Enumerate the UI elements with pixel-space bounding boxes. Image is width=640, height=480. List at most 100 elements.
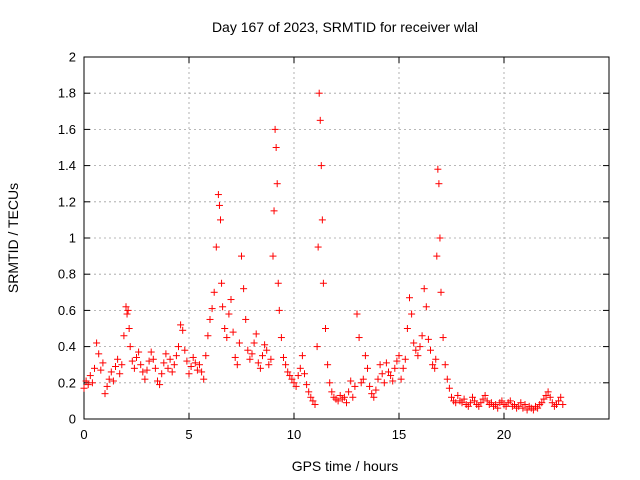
data-point <box>424 335 432 343</box>
data-point <box>502 402 510 410</box>
data-point <box>309 397 317 405</box>
data-point <box>370 393 378 401</box>
data-point <box>191 359 199 367</box>
data-point <box>164 364 172 372</box>
data-point <box>227 296 235 304</box>
y-tick-label: 1.4 <box>58 158 76 173</box>
data-point <box>112 363 119 371</box>
data-point <box>256 364 264 372</box>
data-point <box>93 339 101 347</box>
data-point <box>511 401 518 409</box>
data-point <box>122 303 130 311</box>
data-point <box>292 382 300 390</box>
data-point <box>540 395 548 403</box>
data-point <box>261 341 269 349</box>
data-point <box>126 343 134 351</box>
data-point <box>168 368 176 376</box>
data-point <box>445 384 453 392</box>
y-ticks: 0 0.2 0.4 0.6 0.8 1 1.2 1.4 1.6 1.8 2 <box>58 50 609 427</box>
data-point <box>187 363 195 371</box>
data-point <box>544 388 552 396</box>
data-point <box>212 243 220 251</box>
data-point <box>385 368 392 376</box>
data-point <box>382 359 390 367</box>
data-point <box>318 216 326 224</box>
chart-title: Day 167 of 2023, SRMTID for receiver wla… <box>212 19 478 35</box>
data-point <box>290 379 298 387</box>
data-point <box>137 361 145 369</box>
data-point <box>515 402 523 410</box>
data-point <box>466 399 474 407</box>
data-point <box>395 352 403 360</box>
data-point <box>557 393 565 401</box>
data-point <box>427 346 434 354</box>
y-axis-label: SRMTID / TECUs <box>5 183 21 293</box>
data-point <box>284 368 292 376</box>
data-point <box>555 397 563 405</box>
data-point <box>139 368 147 376</box>
data-point <box>523 406 531 414</box>
data-point <box>420 285 428 293</box>
data-point <box>218 279 226 287</box>
data-point <box>403 325 411 332</box>
data-point <box>275 306 283 314</box>
data-point <box>416 343 424 351</box>
data-point <box>154 377 161 385</box>
data-point <box>143 366 151 374</box>
data-point <box>303 381 311 389</box>
data-point <box>548 399 556 407</box>
data-point <box>314 243 322 251</box>
data-point <box>389 377 397 385</box>
y-tick-label: 0.4 <box>58 339 76 354</box>
data-point <box>347 377 355 385</box>
data-point <box>366 382 374 390</box>
data-point <box>160 359 168 367</box>
data-point <box>471 397 479 405</box>
data-point <box>288 375 296 383</box>
data-point <box>305 388 313 396</box>
data-point <box>355 334 363 342</box>
data-point <box>418 332 426 340</box>
data-point <box>298 352 306 360</box>
data-point <box>282 361 290 369</box>
data-point <box>517 399 525 407</box>
data-point <box>294 372 302 380</box>
data-point <box>267 355 275 363</box>
data-point <box>521 401 529 409</box>
data-point <box>296 364 304 372</box>
data-point <box>177 321 185 329</box>
data-point <box>130 364 138 372</box>
data-point <box>479 395 487 403</box>
data-point <box>553 401 560 409</box>
x-axis-label: GPS time / hours <box>292 458 399 474</box>
data-point <box>435 180 443 188</box>
data-point <box>277 334 285 342</box>
data-point <box>233 361 241 369</box>
data-point <box>345 388 353 396</box>
data-point <box>99 359 107 367</box>
y-tick-label: 1 <box>69 231 76 246</box>
x-tick-label: 5 <box>185 427 192 442</box>
data-point <box>280 353 287 361</box>
data-point <box>483 397 491 405</box>
data-point <box>374 375 382 383</box>
data-point <box>156 381 164 389</box>
data-point <box>406 294 413 302</box>
data-point <box>109 377 117 385</box>
data-point <box>128 357 136 365</box>
data-point <box>158 370 166 378</box>
data-point <box>101 390 109 398</box>
data-point <box>84 381 92 389</box>
data-point <box>534 404 542 412</box>
data-point <box>475 402 483 410</box>
y-tick-label: 0 <box>69 412 76 427</box>
data-point <box>464 402 472 410</box>
data-point <box>214 191 222 199</box>
data-point <box>316 116 324 124</box>
data-point <box>376 361 384 369</box>
data-point <box>286 372 294 380</box>
data-point <box>477 399 485 407</box>
data-point <box>183 357 191 365</box>
data-point <box>431 364 439 372</box>
data-point <box>328 388 336 396</box>
